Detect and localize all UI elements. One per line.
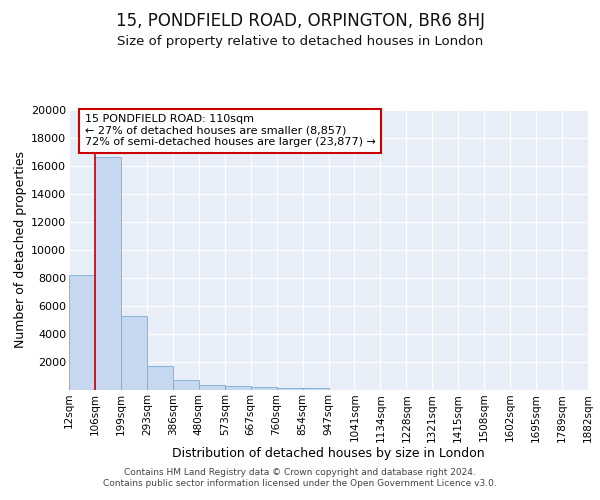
Bar (251, 387, 277, 390)
X-axis label: Distribution of detached houses by size in London: Distribution of detached houses by size … (172, 447, 485, 460)
Bar (225, 386, 251, 390)
Bar (69, 275, 95, 390)
Bar (121, 316, 147, 390)
Bar (277, 388, 302, 390)
Text: Contains HM Land Registry data © Crown copyright and database right 2024.
Contai: Contains HM Land Registry data © Crown c… (103, 468, 497, 487)
Bar (95, 157, 121, 390)
Text: 15, PONDFIELD ROAD, ORPINGTON, BR6 8HJ: 15, PONDFIELD ROAD, ORPINGTON, BR6 8HJ (115, 12, 485, 30)
Bar (199, 385, 224, 390)
Text: Size of property relative to detached houses in London: Size of property relative to detached ho… (117, 35, 483, 48)
Y-axis label: Number of detached properties: Number of detached properties (14, 152, 27, 348)
Bar (173, 380, 199, 390)
Bar (147, 366, 173, 390)
Bar (302, 388, 329, 390)
Text: 15 PONDFIELD ROAD: 110sqm
← 27% of detached houses are smaller (8,857)
72% of se: 15 PONDFIELD ROAD: 110sqm ← 27% of detac… (85, 114, 376, 148)
